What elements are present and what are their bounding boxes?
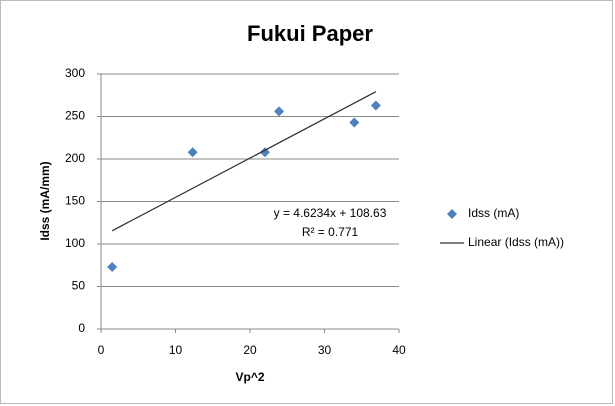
legend-label: Linear (Idss (mA)) (468, 235, 564, 249)
y-tick-label: 200 (65, 151, 85, 165)
y-tick-label: 100 (65, 236, 85, 250)
x-tick-label: 30 (318, 343, 332, 357)
data-point (274, 106, 285, 117)
y-tick-label: 300 (65, 66, 85, 80)
y-axis-title: Idss (mA/mm) (38, 161, 52, 240)
trendline-r2: R² = 0.771 (302, 225, 359, 239)
y-tick-label: 0 (78, 321, 85, 335)
data-point (349, 117, 360, 128)
y-tick-label: 50 (72, 279, 86, 293)
y-tick-label: 150 (65, 194, 85, 208)
x-tick-label: 20 (243, 343, 257, 357)
x-tick-label: 40 (392, 343, 406, 357)
legend-marker (447, 209, 457, 219)
x-axis-title: Vp^2 (235, 370, 264, 384)
x-tick-label: 0 (98, 343, 105, 357)
data-point (370, 100, 381, 111)
x-tick-label: 10 (169, 343, 183, 357)
y-tick-label: 250 (65, 109, 85, 123)
data-point (259, 147, 270, 158)
chart-title: Fukui Paper (247, 21, 373, 46)
trendline-equation: y = 4.6234x + 108.63 (274, 206, 387, 220)
data-point (187, 147, 198, 158)
legend-label: Idss (mA) (468, 206, 519, 220)
trendline (111, 91, 377, 232)
data-point (107, 261, 118, 272)
